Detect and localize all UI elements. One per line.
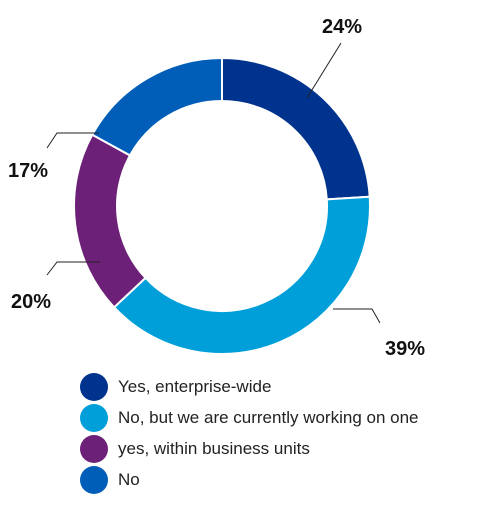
legend-label-no-working-on-one: No, but we are currently working on one: [118, 407, 419, 427]
legend-swatch-no-working-on-one: [80, 403, 108, 432]
legend-swatch-no: [80, 465, 108, 494]
slice-yes-within-business-units: [73, 133, 147, 309]
leader-line-yes-within-business-units: [46, 261, 100, 276]
value-label-yes-enterprise-wide: 24%: [322, 16, 362, 38]
legend-swatch-yes-enterprise-wide: [80, 372, 108, 401]
leader-line-yes-enterprise-wide: [306, 42, 342, 99]
legend: Yes, enterprise-wide No, but we are curr…: [80, 371, 419, 495]
legend-label-yes-enterprise-wide: Yes, enterprise-wide: [118, 376, 272, 396]
legend-item-no-working-on-one: No, but we are currently working on one: [80, 402, 419, 433]
leader-line-no: [46, 132, 99, 149]
value-label-yes-within-business-units: 20%: [11, 291, 51, 313]
leader-lines: [46, 42, 381, 324]
value-label-no: 17%: [8, 160, 48, 182]
value-label-no-but-we-are-currently-working-on-one: 39%: [385, 338, 425, 360]
donut-slices: [73, 56, 371, 355]
legend-item-yes-enterprise-wide: Yes, enterprise-wide: [80, 371, 419, 402]
legend-item-no: No: [80, 464, 419, 495]
legend-label-yes-within-business-units: yes, within business units: [118, 438, 310, 458]
slice-no-but-we-are-currently-working-on-one: [112, 195, 371, 355]
legend-swatch-yes-within-business-units: [80, 434, 108, 463]
leader-line-no-but-we-are-currently-working-on-one: [333, 308, 381, 324]
legend-item-yes-within-business-units: yes, within business units: [80, 433, 419, 464]
slice-no: [90, 56, 223, 157]
value-labels: 24% 39% 20% 17%: [8, 16, 425, 360]
slice-yes-enterprise-wide: [221, 56, 371, 201]
legend-label-no: No: [118, 469, 140, 489]
